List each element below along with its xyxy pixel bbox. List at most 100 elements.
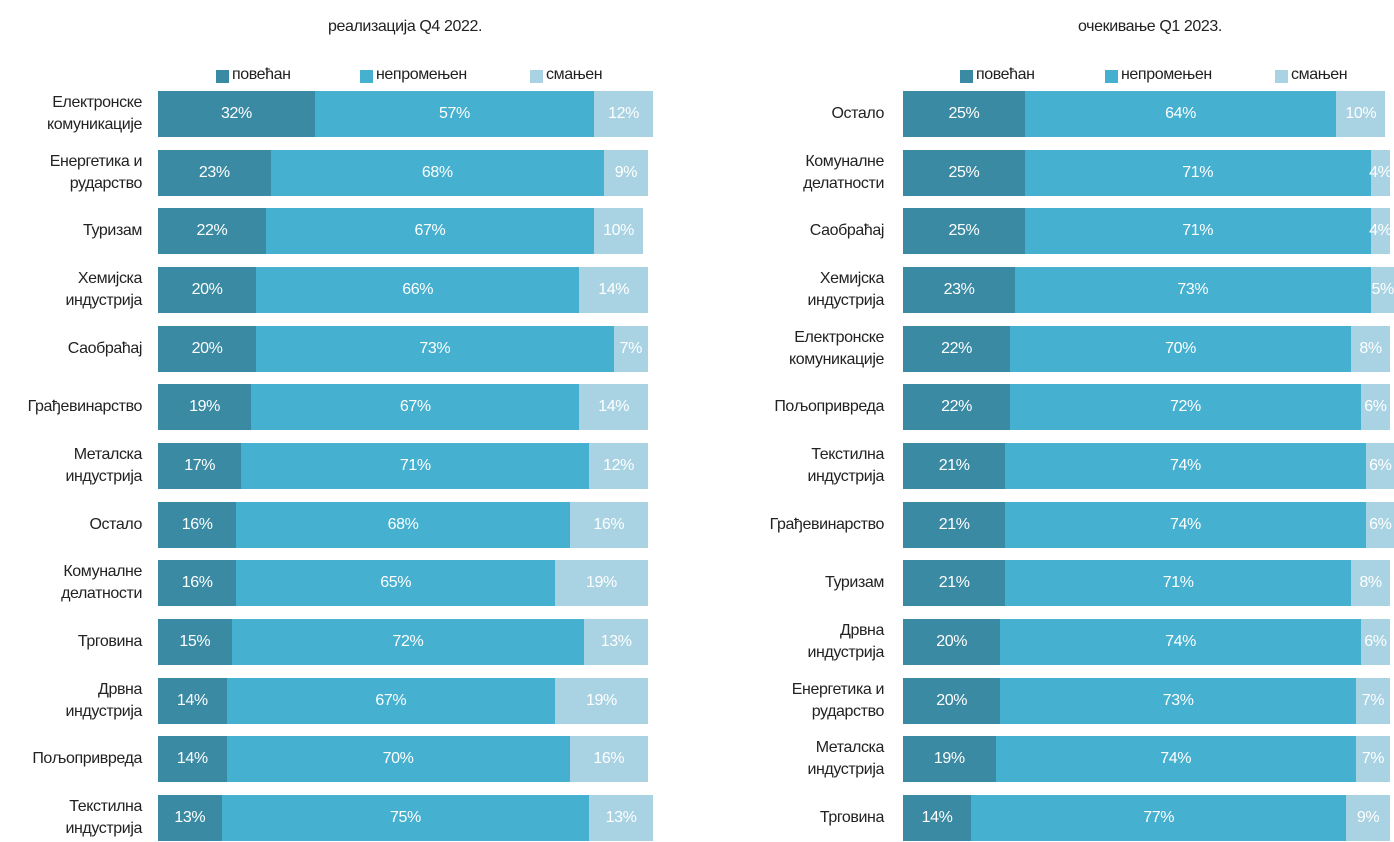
bar-segment [995, 736, 1356, 783]
category-label: Пољопривреда [32, 750, 142, 768]
bar-segment [1336, 91, 1386, 137]
value-label: 74% [1170, 457, 1201, 475]
bar-segment [569, 736, 648, 783]
value-label: 66% [402, 281, 434, 298]
value-label: 67% [399, 398, 431, 416]
bar-segment [158, 560, 237, 607]
bar-segment [903, 91, 1025, 137]
bar-segment [1010, 384, 1361, 431]
bar-segment [236, 560, 555, 607]
value-label: 71% [1162, 574, 1194, 592]
value-label: 10% [1345, 105, 1377, 122]
value-label: 6% [1364, 633, 1387, 651]
value-label: 20% [191, 339, 223, 357]
chart-title: очекивање Q1 2023. [1078, 18, 1222, 35]
bar-segment [594, 91, 653, 137]
bar-segment [158, 795, 222, 842]
bar-segment [226, 736, 570, 783]
bar-segment [231, 619, 585, 666]
bar-segment [1355, 677, 1390, 724]
legend-label: смањен [1291, 66, 1348, 83]
value-label: 74% [1160, 750, 1192, 768]
value-label: 71% [1182, 222, 1214, 240]
value-label: 8% [1359, 574, 1382, 592]
bar-segment [903, 208, 1025, 255]
bar-segment [1365, 443, 1394, 490]
value-label: 21% [938, 515, 970, 533]
bar-segment [1015, 267, 1371, 313]
bar-segment [236, 501, 570, 548]
value-label: 67% [414, 222, 446, 240]
value-label: 21% [938, 457, 970, 475]
category-label: Остало [89, 515, 142, 533]
bar-segment [1024, 149, 1371, 196]
bar-segment [594, 208, 644, 255]
value-label: 14% [598, 281, 630, 298]
bar-segment [314, 91, 595, 137]
bar-segment [613, 325, 648, 372]
value-label: 25% [948, 222, 980, 240]
value-label: 67% [375, 691, 407, 709]
bar-segment [256, 325, 614, 372]
value-label: 19% [189, 398, 220, 416]
value-label: 19% [586, 574, 617, 592]
bar-segment [1370, 208, 1390, 255]
value-label: 6% [1369, 457, 1392, 475]
bar-segment [158, 208, 266, 255]
value-label: 16% [593, 515, 625, 533]
bar-segment [1355, 736, 1390, 783]
value-label: 13% [600, 633, 632, 651]
value-label: 23% [943, 281, 975, 298]
category-label: Саобраћај [809, 222, 885, 240]
value-label: 25% [948, 163, 980, 181]
bar-segment [903, 619, 1001, 666]
bar-segment [903, 677, 1001, 724]
category-label: Туризам [825, 574, 884, 592]
bar-segment [903, 501, 1006, 548]
value-label: 20% [936, 691, 968, 709]
bar-segment [903, 267, 1015, 313]
bar-segment [251, 384, 580, 431]
value-label: 23% [198, 163, 230, 181]
bar-segment [903, 384, 1011, 431]
bar-segment [903, 325, 1011, 372]
value-label: 73% [1177, 281, 1209, 298]
legend-swatch [960, 70, 973, 83]
bar-segment [1000, 619, 1361, 666]
value-label: 14% [598, 398, 630, 416]
value-label: 19% [933, 750, 965, 768]
value-label: 15% [179, 633, 211, 651]
bar-segment [158, 443, 242, 490]
category-label: Електронске комуникације [788, 328, 884, 368]
value-label: 16% [181, 574, 213, 592]
bar-segment [158, 267, 256, 313]
category-label: Саобраћај [67, 339, 143, 357]
value-label: 20% [191, 281, 223, 298]
value-label: 73% [419, 339, 451, 357]
legend-swatch [360, 70, 373, 83]
category-label: Грађевинарство [27, 398, 143, 416]
bar-segment [903, 736, 996, 783]
legend-label: непромењен [1121, 66, 1212, 83]
bar-segment [554, 677, 648, 724]
category-label: Комуналне делатности [61, 563, 142, 603]
value-label: 71% [399, 457, 431, 475]
category-label: Металска индустрија [807, 739, 884, 779]
value-label: 74% [1165, 633, 1196, 651]
value-label: 25% [948, 105, 980, 122]
bar-segment [265, 208, 595, 255]
bar-segment [221, 795, 590, 842]
bar-segment [1000, 677, 1356, 724]
value-label: 7% [619, 339, 643, 357]
bar-segment [1005, 501, 1366, 548]
value-label: 10% [603, 222, 634, 240]
value-label: 68% [387, 515, 419, 533]
legend-swatch [1105, 70, 1118, 83]
value-label: 20% [936, 633, 968, 651]
category-label: Енергетика и рударство [49, 152, 143, 192]
category-label: Остало [831, 105, 884, 122]
value-label: 8% [1359, 339, 1382, 357]
category-label: Металска индустрија [65, 446, 142, 486]
value-label: 73% [1162, 691, 1194, 709]
